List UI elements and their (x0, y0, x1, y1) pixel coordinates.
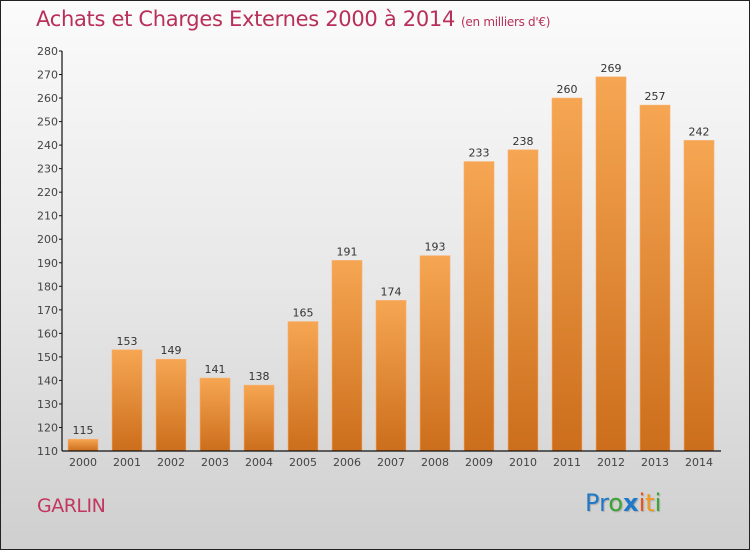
bar-2003 (199, 377, 231, 452)
y-tick-label-210: 210 (37, 210, 58, 223)
title-unit: (en milliers d'€) (461, 15, 551, 29)
value-label-2010: 238 (513, 135, 534, 148)
value-label-2008: 193 (425, 241, 446, 254)
logo-letter: r (599, 489, 609, 517)
x-tick-label-2012: 2012 (597, 456, 625, 469)
y-tick-label-170: 170 (37, 304, 58, 317)
value-label-2011: 260 (557, 83, 578, 96)
x-tick-label-2008: 2008 (421, 456, 449, 469)
bar-2011 (551, 97, 583, 452)
logo-letter: t (645, 489, 655, 517)
y-tick-label-110: 110 (37, 445, 58, 458)
bar-2007 (375, 300, 407, 452)
y-tick-label-160: 160 (37, 327, 58, 340)
x-tick-label-2011: 2011 (553, 456, 581, 469)
bar-2001 (111, 349, 143, 452)
y-tick-label-120: 120 (37, 421, 58, 434)
bars-group: 115 153 149 141 138 165 191 174 193 233 238 260 269 2… (67, 62, 715, 452)
bar-2013 (639, 104, 671, 452)
bar-2014 (683, 140, 715, 452)
bar-2005 (287, 321, 319, 452)
x-tick-label-2001: 2001 (113, 456, 141, 469)
bar-2000 (67, 438, 99, 452)
bar-2008 (419, 255, 451, 452)
value-label-2007: 174 (381, 285, 402, 298)
proxiti-logo[interactable]: Proxiti (585, 489, 661, 517)
x-tick-label-2014: 2014 (685, 456, 713, 469)
bar-2012 (595, 76, 627, 452)
bar-2002 (155, 358, 187, 452)
y-tick-label-150: 150 (37, 351, 58, 364)
x-tick-label-2002: 2002 (157, 456, 185, 469)
place-name: GARLIN (37, 495, 106, 517)
y-tick-label-130: 130 (37, 398, 58, 411)
y-tick-label-240: 240 (37, 139, 58, 152)
x-tick-label-2007: 2007 (377, 456, 405, 469)
value-label-2006: 191 (337, 245, 358, 258)
chart-title: Achats et Charges Externes 2000 à 2014 (e… (36, 7, 550, 31)
y-tick-label-270: 270 (37, 69, 58, 82)
logo-letter: i (654, 489, 662, 517)
y-tick-label-200: 200 (37, 233, 58, 246)
y-tick-label-230: 230 (37, 163, 58, 176)
y-tick-label-140: 140 (37, 374, 58, 387)
x-tick-label-2013: 2013 (641, 456, 669, 469)
logo-letter: o (608, 489, 624, 517)
x-tick-label-2009: 2009 (465, 456, 493, 469)
y-tick-label-220: 220 (37, 186, 58, 199)
value-label-2001: 153 (117, 335, 138, 348)
x-tick-label-2005: 2005 (289, 456, 317, 469)
value-label-2014: 242 (689, 125, 710, 138)
value-label-2003: 141 (205, 363, 226, 376)
y-tick-label-190: 190 (37, 257, 58, 270)
bar-2004 (243, 384, 275, 452)
y-tick-label-280: 280 (37, 45, 58, 58)
bar-2009 (463, 161, 495, 452)
x-tick-label-2003: 2003 (201, 456, 229, 469)
logo-letter: P (585, 489, 600, 517)
title-text: Achats et Charges Externes 2000 à 2014 (36, 7, 456, 31)
value-label-2012: 269 (601, 62, 622, 75)
x-tick-label-2006: 2006 (333, 456, 361, 469)
value-label-2005: 165 (293, 307, 314, 320)
value-label-2002: 149 (161, 344, 182, 357)
bar-2006 (331, 260, 363, 452)
value-label-2009: 233 (469, 147, 490, 160)
value-label-2013: 257 (645, 90, 666, 103)
y-tick-label-250: 250 (37, 116, 58, 129)
value-label-2000: 115 (73, 424, 94, 437)
y-tick-label-260: 260 (37, 92, 58, 105)
logo-letter: x (623, 489, 639, 517)
value-label-2004: 138 (249, 370, 270, 383)
axes-group: 2000 2001 2002 2003 2004 2005 2006 2007 2008 2009… (37, 45, 721, 469)
bar-2010 (507, 149, 539, 452)
x-tick-label-2000: 2000 (69, 456, 97, 469)
y-tick-label-180: 180 (37, 280, 58, 293)
logo-letter: i (638, 489, 646, 517)
x-tick-label-2010: 2010 (509, 456, 537, 469)
x-tick-label-2004: 2004 (245, 456, 273, 469)
